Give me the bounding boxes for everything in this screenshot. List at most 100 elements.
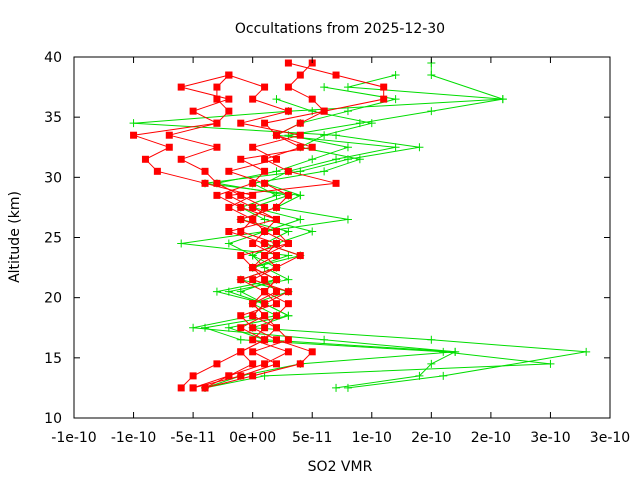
- data-point: [237, 372, 245, 380]
- data-point: [343, 143, 352, 152]
- data-point: [249, 95, 257, 103]
- data-point: [237, 348, 245, 356]
- data-point: [296, 191, 305, 200]
- x-tick-label: 3e-10: [590, 430, 630, 446]
- data-point: [237, 215, 245, 223]
- data-point: [272, 131, 280, 139]
- data-point: [249, 348, 257, 356]
- y-axis: 10 15 20 25 30 35 40: [44, 50, 610, 427]
- data-point: [284, 275, 293, 284]
- data-point: [189, 384, 197, 392]
- data-point: [189, 323, 198, 332]
- data-point: [249, 312, 257, 320]
- data-point: [582, 347, 591, 356]
- data-point: [177, 83, 185, 91]
- series-occultation-7: [201, 71, 555, 392]
- data-point: [272, 324, 280, 332]
- data-point: [261, 167, 269, 175]
- data-point: [391, 71, 400, 80]
- data-point: [343, 215, 352, 224]
- data-point: [308, 95, 316, 103]
- data-point: [213, 83, 221, 91]
- data-point: [546, 359, 555, 368]
- data-point: [261, 155, 269, 163]
- data-point: [261, 288, 269, 296]
- data-point: [308, 143, 316, 151]
- x-tick-label: 2e-10: [411, 430, 451, 446]
- data-point: [237, 252, 245, 260]
- data-point: [261, 240, 269, 248]
- data-point: [261, 276, 269, 284]
- data-point: [308, 155, 317, 164]
- data-point: [237, 155, 245, 163]
- data-point: [284, 336, 292, 344]
- data-point: [224, 239, 233, 248]
- data-point: [272, 240, 280, 248]
- data-point: [272, 203, 280, 211]
- x-axis: -1e-10 -1e-10 -5e-11 0e+00 5e-11 1e-10 2e-10 2e…: [51, 57, 630, 446]
- series-line: [192, 62, 385, 389]
- data-point: [249, 179, 257, 187]
- data-point: [237, 324, 245, 332]
- data-point: [284, 311, 293, 320]
- y-tick-label: 35: [44, 110, 62, 126]
- y-tick-label: 20: [44, 291, 62, 307]
- data-point: [225, 227, 233, 235]
- data-point: [367, 119, 376, 128]
- data-point: [141, 155, 149, 163]
- series-line: [133, 63, 587, 389]
- data-point: [165, 131, 173, 139]
- data-point: [212, 287, 221, 296]
- data-point: [308, 59, 316, 67]
- data-point: [153, 167, 161, 175]
- data-point: [213, 191, 221, 199]
- data-point: [260, 263, 269, 272]
- data-point: [272, 360, 280, 368]
- data-point: [261, 324, 269, 332]
- data-point: [237, 203, 245, 211]
- data-point: [439, 347, 448, 356]
- data-point: [225, 203, 233, 211]
- data-point: [261, 336, 269, 344]
- data-point: [415, 143, 424, 152]
- data-point: [332, 71, 340, 79]
- x-tick-label: -5e-11: [170, 430, 215, 446]
- data-point: [380, 83, 388, 91]
- data-point: [225, 95, 233, 103]
- data-point: [427, 71, 436, 80]
- data-point: [272, 276, 280, 284]
- data-point: [320, 107, 328, 115]
- data-point: [130, 131, 138, 139]
- data-point: [261, 300, 269, 308]
- data-point: [272, 312, 280, 320]
- x-tick-label: -1e-10: [111, 430, 156, 446]
- data-point: [272, 155, 280, 163]
- data-point: [261, 203, 269, 211]
- data-point: [415, 371, 424, 380]
- data-point: [249, 203, 257, 211]
- data-point: [165, 143, 173, 151]
- data-point: [296, 143, 304, 151]
- data-point: [296, 360, 304, 368]
- y-tick-label: 15: [44, 351, 62, 367]
- series-occultation-5: [130, 71, 280, 392]
- data-point: [343, 383, 352, 392]
- y-tick-label: 10: [44, 411, 62, 427]
- chart-title: Occultations from 2025-12-30: [235, 21, 445, 37]
- data-point: [249, 240, 257, 248]
- data-point: [213, 143, 221, 151]
- data-point: [296, 71, 304, 79]
- y-axis-label: Altitude (km): [7, 191, 23, 283]
- data-point: [451, 347, 460, 356]
- data-point: [320, 167, 329, 176]
- data-point: [201, 384, 209, 392]
- data-point: [272, 336, 280, 344]
- data-point: [249, 336, 257, 344]
- data-point: [320, 83, 329, 92]
- data-point: [284, 348, 292, 356]
- data-point: [320, 131, 329, 140]
- data-point: [249, 372, 257, 380]
- data-point: [284, 227, 293, 236]
- data-point: [284, 300, 292, 308]
